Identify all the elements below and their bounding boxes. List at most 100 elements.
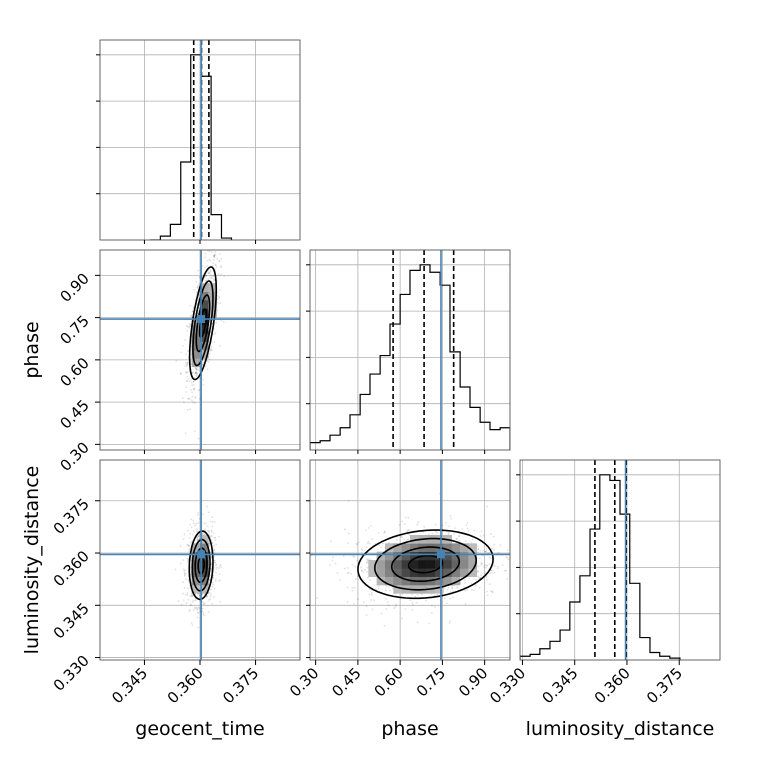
y-axis-label-luminosity_distance: luminosity_distance	[21, 466, 43, 655]
sample-point	[206, 368, 209, 371]
sample-point	[368, 588, 371, 591]
sample-point	[188, 536, 191, 539]
sample-point	[205, 279, 208, 282]
sample-point	[216, 257, 219, 260]
sample-point	[196, 291, 198, 294]
sample-point	[213, 254, 216, 257]
sample-point	[448, 622, 451, 624]
sample-point	[412, 603, 414, 606]
sample-point	[190, 595, 193, 598]
sample-point	[370, 599, 373, 601]
sample-point	[189, 325, 191, 328]
density-cell	[443, 568, 452, 577]
sample-point	[387, 604, 390, 607]
sample-point	[220, 566, 223, 569]
truth-marker	[197, 550, 206, 559]
sample-point	[201, 264, 204, 267]
density-cell	[393, 560, 402, 569]
sample-point	[534, 563, 536, 565]
sample-point	[365, 561, 368, 564]
sample-point	[187, 598, 190, 601]
sample-point	[214, 536, 217, 539]
sample-point	[213, 549, 215, 551]
axes-frame	[309, 459, 511, 661]
sample-point	[486, 590, 488, 593]
sample-point	[189, 608, 191, 611]
sample-point	[184, 432, 187, 435]
sample-point	[218, 565, 221, 567]
sample-point	[209, 349, 212, 352]
sample-point	[187, 377, 190, 380]
sample-point	[400, 535, 402, 538]
sample-point	[182, 538, 185, 540]
sample-point	[201, 533, 204, 536]
sample-point	[458, 535, 461, 537]
density-cell	[443, 560, 452, 569]
sample-point	[209, 595, 212, 598]
sample-point	[403, 522, 406, 525]
sample-point	[197, 522, 200, 524]
sample-point	[443, 597, 446, 600]
sample-point	[219, 564, 222, 566]
contour-line	[194, 547, 208, 584]
sample-point	[215, 568, 218, 571]
sample-point	[458, 539, 461, 542]
sample-point	[220, 319, 223, 322]
sample-point	[486, 505, 489, 508]
sample-point	[197, 611, 200, 614]
sample-point	[385, 585, 388, 588]
axes-frame	[309, 249, 511, 451]
sample-point	[382, 532, 385, 535]
y-tick-label: 0.30	[56, 438, 92, 474]
sample-point	[476, 570, 479, 573]
sample-point	[196, 372, 198, 375]
sample-point	[431, 611, 433, 614]
sample-point	[181, 345, 184, 347]
sample-point	[209, 550, 212, 553]
sample-point	[396, 538, 399, 541]
sample-point	[187, 544, 190, 547]
sample-point	[187, 397, 190, 400]
sample-point	[210, 535, 213, 538]
sample-point	[210, 275, 213, 278]
sample-point	[489, 590, 492, 593]
sample-point	[435, 531, 438, 534]
density-cell	[443, 543, 452, 552]
sample-point	[444, 521, 447, 524]
sample-point	[339, 579, 342, 581]
sample-point	[202, 513, 205, 516]
sample-point	[206, 264, 209, 267]
sample-point	[198, 388, 201, 391]
sample-point	[347, 532, 350, 535]
sample-point	[189, 532, 192, 535]
sample-point	[213, 561, 216, 564]
sample-point	[477, 570, 480, 573]
sample-point	[369, 525, 372, 527]
sample-point	[471, 588, 473, 591]
sample-point	[188, 380, 191, 383]
density-cell	[410, 551, 419, 561]
sample-point	[485, 548, 488, 551]
sample-point	[222, 321, 225, 323]
histogram-step	[520, 474, 681, 660]
sample-point	[466, 589, 469, 592]
sample-point	[342, 555, 345, 558]
sample-point	[480, 530, 483, 533]
sample-point	[208, 544, 211, 547]
density-cell	[451, 568, 461, 577]
sample-point	[447, 531, 450, 534]
sample-point	[192, 307, 195, 310]
density-cell	[385, 568, 394, 577]
sample-point	[206, 360, 208, 362]
sample-point	[213, 255, 216, 258]
density-cell	[200, 300, 209, 309]
density-cell	[368, 568, 377, 577]
sample-point	[350, 572, 352, 575]
sample-point	[416, 523, 418, 526]
sample-point	[367, 540, 370, 543]
contour-line	[390, 546, 461, 582]
sample-point	[207, 610, 210, 613]
sample-point	[187, 580, 190, 582]
sample-point	[226, 240, 228, 242]
sample-point	[214, 564, 217, 567]
